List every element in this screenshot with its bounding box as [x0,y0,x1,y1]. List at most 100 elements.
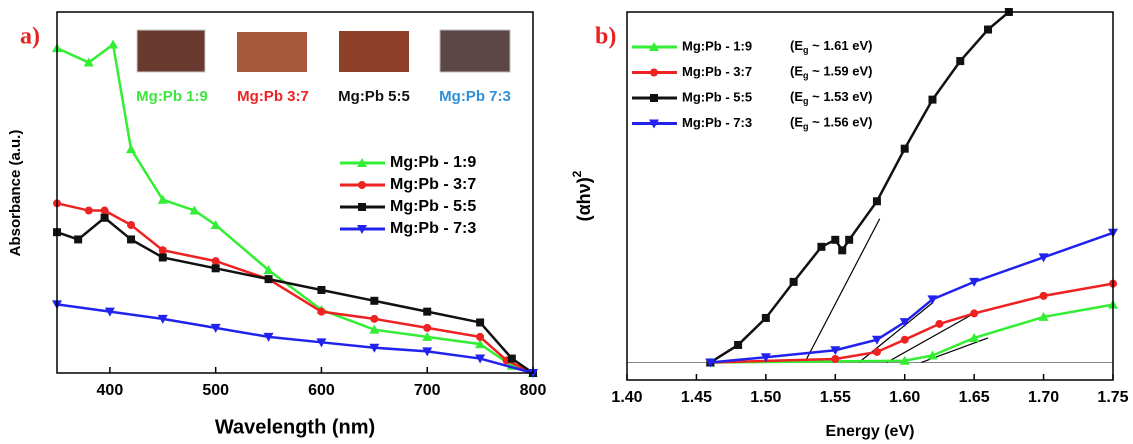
data-point [264,275,273,284]
note-text: ~ 1.61 eV) [809,38,873,53]
data-point [369,343,380,353]
note-text: (E [790,64,803,79]
data-point [761,313,770,322]
data-point [83,57,94,67]
x-tick-label: 1.40 [611,389,642,406]
x-axis-label: Energy (eV) [826,423,915,440]
data-point [476,332,485,341]
data-point [423,307,432,316]
panel-label: b) [595,24,616,50]
data-point [158,253,167,262]
data-point [422,331,433,341]
data-point [705,358,716,368]
data-point [1038,311,1049,321]
x-tick-label: 400 [97,382,124,399]
data-point [211,257,220,266]
data-point [369,324,380,334]
data-point [969,277,980,287]
legend-note: (Eg ~ 1.56 eV) [790,115,872,132]
data-point [984,25,993,34]
data-point [900,335,909,344]
film-photo [237,32,307,72]
y-label-sup: 2 [570,170,584,177]
data-point [831,235,840,244]
y-label-text: Absorbance (a.u.) [7,130,24,257]
data-point [74,235,83,244]
data-point [84,206,93,215]
series-line [56,42,534,375]
data-point [210,219,221,229]
data-point [370,314,379,323]
data-point [1038,253,1049,263]
data-point [157,194,168,204]
x-tick-label: 1.60 [889,389,920,406]
y-axis-label: Absorbance (a.u.) [7,130,24,257]
data-point [956,57,965,66]
data-point [970,309,979,318]
x-tick-label: 1.55 [820,389,851,406]
x-tick-label: 500 [202,382,229,399]
data-point [831,354,840,363]
legend-label: Mg:Pb - 5:5 [682,89,752,104]
y-axis-label: (αhν)2 [570,170,594,221]
note-sub: g [803,45,809,55]
data-point [475,339,486,349]
data-point [871,335,882,345]
panel-label: a) [20,24,40,50]
note-sub: g [803,122,809,132]
x-tick-label: 1.45 [681,389,712,406]
data-point [100,206,109,215]
data-point [189,205,200,215]
data-point [157,314,168,324]
data-point [211,264,220,273]
x-tick-label: 800 [520,382,547,399]
data-point [127,220,136,229]
legend-note: (Eg ~ 1.53 eV) [790,89,872,106]
data-point [422,347,433,357]
x-tick-label: 1.65 [959,389,990,406]
data-point [127,235,136,244]
series-line [710,303,1114,364]
series-line [56,303,534,375]
data-point [789,277,798,286]
data-point [899,355,910,365]
legend-note: (Eg ~ 1.61 eV) [790,38,872,55]
series-line [709,11,1010,364]
data-point [100,213,109,222]
data-point [210,323,221,333]
data-point [817,242,826,251]
data-point [1039,291,1048,300]
data-point [969,332,980,342]
legend-marker [357,158,367,167]
note-text: ~ 1.56 eV) [809,115,873,130]
data-point [935,319,944,328]
x-tick-label: 1.70 [1028,389,1059,406]
note-text: ~ 1.59 eV) [809,64,873,79]
data-point [899,318,910,328]
film-photo [136,29,206,73]
film-photo [339,31,409,72]
photo-label: Mg:Pb 5:5 [338,88,410,105]
data-point [126,144,137,154]
plot-frame [56,11,534,374]
data-point [104,307,115,317]
data-point [838,246,847,255]
data-point [760,353,771,363]
x-axis-label: Wavelength (nm) [215,416,375,438]
legend-marker [649,119,659,129]
photo-label: Mg:Pb 3:7 [237,88,309,105]
data-point [928,95,937,104]
legend-marker [358,203,366,211]
legend-marker [357,225,367,234]
note-text: (E [790,38,803,53]
legend-label: Mg:Pb - 1:9 [682,38,752,53]
legend-label: Mg:Pb - 7:3 [390,220,476,237]
note-text: (E [790,115,803,130]
data-point [927,350,938,360]
legend-label: Mg:Pb - 3:7 [390,176,476,193]
data-point [476,318,485,327]
data-point [263,265,274,275]
data-point [845,235,854,244]
photo-label: Mg:Pb 1:9 [136,88,208,105]
